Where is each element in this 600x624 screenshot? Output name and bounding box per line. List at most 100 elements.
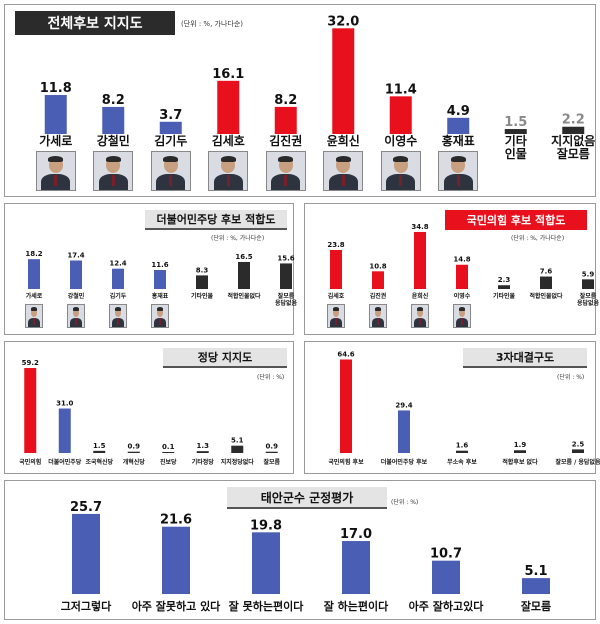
bar-6 <box>522 578 550 594</box>
category-label-line: 잘 하는편이다 <box>324 599 389 613</box>
value-label: 0.9 <box>128 443 141 451</box>
bar-5 <box>572 449 584 453</box>
value-label: 11.4 <box>385 82 417 97</box>
bar-2 <box>398 410 410 453</box>
category-label-line: 윤희신 <box>412 292 429 300</box>
value-label: 19.8 <box>250 518 282 533</box>
photo-tie <box>117 318 119 325</box>
chart-overall-support: 11.8 가세로 8.2 강철민 3.7 김기두 16.1 김세호 8.2 김진권 32.0 윤희신 1… <box>39 14 595 161</box>
photo-hair <box>220 155 236 162</box>
photo-hair <box>105 155 121 162</box>
bar-4 <box>456 264 468 289</box>
category-label-line: 지지정당없다 <box>221 458 255 466</box>
bar-3 <box>456 450 468 453</box>
category-label-line: 홍재표 <box>442 133 475 148</box>
category-label: 지지정당없다 <box>221 458 255 466</box>
value-label: 4.9 <box>447 104 470 119</box>
category-label: 잘모름 <box>521 600 551 613</box>
category-label-line: 국민의힘 후보 <box>328 458 364 466</box>
value-label: 8.3 <box>196 266 209 274</box>
value-label: 2.5 <box>572 440 585 448</box>
photo-tie <box>377 318 379 325</box>
bar-2 <box>102 106 125 134</box>
bar-4 <box>514 450 526 453</box>
bar-4 <box>154 269 166 289</box>
category-label-line: 적합인물없다 <box>227 292 261 300</box>
category-label: 김세호 <box>212 133 245 148</box>
panel-title: 태안군수 군정평가 <box>227 487 387 509</box>
value-label: 1.3 <box>197 442 210 450</box>
value-label: 15.6 <box>277 254 294 262</box>
unit-note: (단위 : %) <box>557 374 585 381</box>
photo-hair <box>416 307 424 311</box>
value-label: 2.2 <box>562 113 585 128</box>
category-label-line: 응답없음 <box>275 299 298 307</box>
category-label: 잘모름 / 응답없음 <box>555 458 600 466</box>
value-label: 5.1 <box>231 437 244 445</box>
candidate-photo <box>265 151 306 191</box>
category-label-line: 아주 잘하고있다 <box>409 599 485 613</box>
photo-hair <box>335 155 351 162</box>
category-label-line: 윤희신 <box>327 133 360 148</box>
value-label: 16.1 <box>212 67 244 82</box>
value-label: 5.1 <box>524 564 547 579</box>
bar-2 <box>58 408 71 453</box>
category-label: 홍재표 <box>152 292 169 300</box>
photo-tie <box>456 174 460 187</box>
bar-5 <box>162 452 175 453</box>
category-label-line: 김기두 <box>154 133 187 148</box>
bar-1 <box>330 249 342 289</box>
category-label: 아주 잘못하고 있다 <box>132 599 221 613</box>
photo-face <box>157 308 163 317</box>
value-label: 14.8 <box>453 256 470 264</box>
value-label: 21.6 <box>160 513 192 528</box>
panel-party-support: 정당 지지도 (단위 : %) 59.2 국민의힘 31.0 더불어민주당 1.5 조국혁… <box>4 341 294 474</box>
photo-hair <box>156 307 164 311</box>
category-label: 강철민 <box>68 292 85 300</box>
value-label: 16.5 <box>235 253 252 261</box>
bar-6 <box>196 451 209 453</box>
category-label: 가세로 <box>39 133 72 148</box>
category-label-line: 잘모름 <box>521 600 551 613</box>
category-label: 홍재표 <box>442 133 475 148</box>
photo-hair <box>48 155 64 162</box>
category-label: 더불어민주당 <box>48 458 82 466</box>
chart-party-support: 59.2 국민의힘 31.0 더불어민주당 1.5 조국혁신당 0.9 개혁신당 0.1 진보당 1… <box>19 359 280 466</box>
candidate-photo <box>438 151 479 191</box>
category-label: 가세로 <box>26 292 43 300</box>
photo-tie <box>335 318 337 325</box>
bar-1 <box>44 95 67 134</box>
bar-2 <box>162 526 190 594</box>
category-label: 김진권 <box>269 133 302 148</box>
photo-face <box>115 308 121 317</box>
bar-7 <box>582 279 594 289</box>
unit-note: (단위 : %) <box>257 374 285 381</box>
category-label-line: 진보당 <box>160 458 177 466</box>
category-label: 적합후보 없다 <box>502 458 538 466</box>
photo-tie <box>284 174 288 187</box>
category-label-line: 김진권 <box>370 292 387 300</box>
candidate-photo <box>411 304 429 328</box>
value-label: 1.5 <box>93 442 106 450</box>
panel-county-evaluation: 태안군수 군정평가 (단위 : %) 25.7 그저그렇다 21.6 아주 잘못하고 … <box>4 480 596 620</box>
category-label: 아주 잘하고있다 <box>409 599 485 613</box>
value-label: 10.8 <box>369 262 386 270</box>
value-label: 59.2 <box>22 359 39 367</box>
photo-face <box>73 308 79 317</box>
chart-ppp-fit: 23.8 김세호 10.8 김진권 34.8 윤희신 14.8 이영수 2.3 기타인물 7.6 적합… <box>327 223 599 307</box>
photo-tie <box>169 174 173 187</box>
photo-hair <box>114 307 122 311</box>
category-label: 잘모름 <box>263 458 280 466</box>
unit-note: (단위 : %) <box>391 499 419 506</box>
category-label: 김기두 <box>110 292 127 300</box>
candidate-photo <box>67 304 85 328</box>
category-label: 잘모름 응답없음 <box>275 292 298 307</box>
candidate-photo <box>369 304 387 328</box>
category-label-line: 더불어민주당 후보 <box>381 458 428 466</box>
value-label: 64.6 <box>337 350 354 358</box>
category-label: 더불어민주당 후보 <box>381 458 428 466</box>
bar-3 <box>93 450 106 453</box>
category-label-line: 김세호 <box>212 133 245 148</box>
value-label: 18.2 <box>25 250 42 258</box>
photo-tie <box>159 318 161 325</box>
